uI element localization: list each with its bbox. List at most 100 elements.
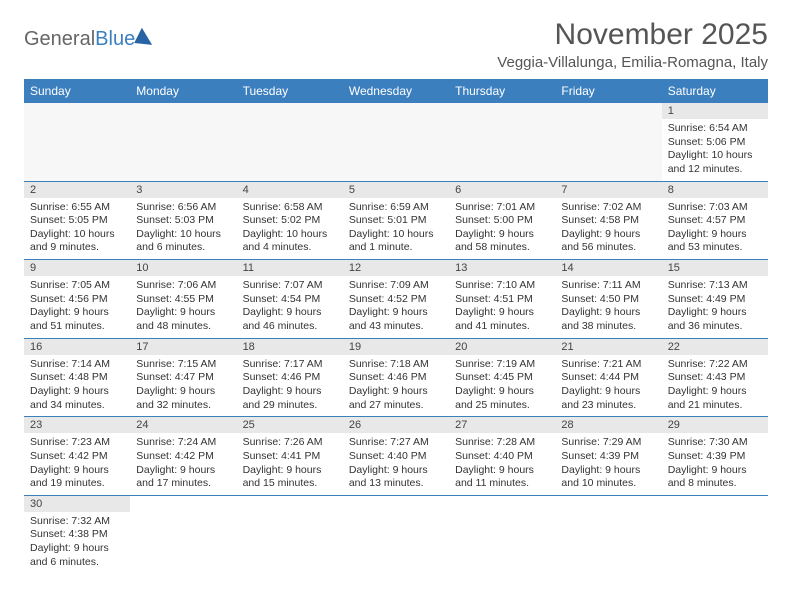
day-body: Sunrise: 7:01 AMSunset: 5:00 PMDaylight:… (449, 200, 555, 260)
daylight-text: Daylight: 9 hours and 15 minutes. (243, 464, 337, 491)
weekday-header: Monday (130, 79, 236, 103)
day-body: Sunrise: 7:10 AMSunset: 4:51 PMDaylight:… (449, 278, 555, 338)
sunset-text: Sunset: 5:00 PM (455, 214, 549, 228)
sunrise-text: Sunrise: 6:54 AM (668, 122, 762, 136)
day-number: 6 (449, 182, 555, 198)
sunrise-text: Sunrise: 7:24 AM (136, 436, 230, 450)
weekday-header: Wednesday (343, 79, 449, 103)
day-number: 23 (24, 417, 130, 433)
daylight-text: Daylight: 9 hours and 21 minutes. (668, 385, 762, 412)
day-body: Sunrise: 7:23 AMSunset: 4:42 PMDaylight:… (24, 435, 130, 495)
calendar-cell: 11Sunrise: 7:07 AMSunset: 4:54 PMDayligh… (237, 260, 343, 339)
day-body: Sunrise: 7:24 AMSunset: 4:42 PMDaylight:… (130, 435, 236, 495)
sunrise-text: Sunrise: 7:05 AM (30, 279, 124, 293)
sunrise-text: Sunrise: 6:59 AM (349, 201, 443, 215)
sunrise-text: Sunrise: 7:03 AM (668, 201, 762, 215)
day-body: Sunrise: 6:55 AMSunset: 5:05 PMDaylight:… (24, 200, 130, 260)
sunset-text: Sunset: 4:46 PM (243, 371, 337, 385)
daylight-text: Daylight: 10 hours and 6 minutes. (136, 228, 230, 255)
day-body: Sunrise: 7:03 AMSunset: 4:57 PMDaylight:… (662, 200, 768, 260)
sunset-text: Sunset: 5:06 PM (668, 136, 762, 150)
day-body: Sunrise: 7:17 AMSunset: 4:46 PMDaylight:… (237, 357, 343, 417)
day-body: Sunrise: 7:06 AMSunset: 4:55 PMDaylight:… (130, 278, 236, 338)
daylight-text: Daylight: 10 hours and 9 minutes. (30, 228, 124, 255)
sunrise-text: Sunrise: 7:15 AM (136, 358, 230, 372)
sunset-text: Sunset: 4:57 PM (668, 214, 762, 228)
weekday-header: Friday (555, 79, 661, 103)
day-number: 21 (555, 339, 661, 355)
day-body: Sunrise: 7:30 AMSunset: 4:39 PMDaylight:… (662, 435, 768, 495)
calendar-cell: 25Sunrise: 7:26 AMSunset: 4:41 PMDayligh… (237, 417, 343, 496)
sunrise-text: Sunrise: 7:32 AM (30, 515, 124, 529)
sunrise-text: Sunrise: 7:01 AM (455, 201, 549, 215)
calendar-cell: 23 Sunrise: 7:23 AMSunset: 4:42 PMDayligh… (24, 417, 130, 496)
calendar-cell: 10Sunrise: 7:06 AMSunset: 4:55 PMDayligh… (130, 260, 236, 339)
calendar-cell: 20Sunrise: 7:19 AMSunset: 4:45 PMDayligh… (449, 338, 555, 417)
calendar-week-row: 9Sunrise: 7:05 AMSunset: 4:56 PMDaylight… (24, 260, 768, 339)
sunset-text: Sunset: 4:48 PM (30, 371, 124, 385)
daylight-text: Daylight: 9 hours and 51 minutes. (30, 306, 124, 333)
sunset-text: Sunset: 4:42 PM (30, 450, 124, 464)
calendar-cell: 3Sunrise: 6:56 AMSunset: 5:03 PMDaylight… (130, 181, 236, 260)
sunset-text: Sunset: 4:58 PM (561, 214, 655, 228)
day-number: 15 (662, 260, 768, 276)
sunset-text: Sunset: 4:43 PM (668, 371, 762, 385)
sunrise-text: Sunrise: 7:06 AM (136, 279, 230, 293)
calendar-cell (343, 103, 449, 181)
daylight-text: Daylight: 10 hours and 1 minute. (349, 228, 443, 255)
sunset-text: Sunset: 4:40 PM (349, 450, 443, 464)
day-body: Sunrise: 6:58 AMSunset: 5:02 PMDaylight:… (237, 200, 343, 260)
calendar-cell: 5Sunrise: 6:59 AMSunset: 5:01 PMDaylight… (343, 181, 449, 260)
daylight-text: Daylight: 9 hours and 11 minutes. (455, 464, 549, 491)
month-title: November 2025 (497, 18, 768, 52)
sunset-text: Sunset: 5:02 PM (243, 214, 337, 228)
day-number: 12 (343, 260, 449, 276)
day-body: Sunrise: 7:15 AMSunset: 4:47 PMDaylight:… (130, 357, 236, 417)
calendar-cell: 29Sunrise: 7:30 AMSunset: 4:39 PMDayligh… (662, 417, 768, 496)
calendar-cell: 1Sunrise: 6:54 AMSunset: 5:06 PMDaylight… (662, 103, 768, 181)
sunrise-text: Sunrise: 7:23 AM (30, 436, 124, 450)
calendar-week-row: 23Sunrise: 7:23 AMSunset: 4:42 PMDayligh… (24, 417, 768, 496)
day-number: 4 (237, 182, 343, 198)
sunrise-text: Sunrise: 7:26 AM (243, 436, 337, 450)
daylight-text: Daylight: 9 hours and 56 minutes. (561, 228, 655, 255)
calendar-cell: 14Sunrise: 7:11 AMSunset: 4:50 PMDayligh… (555, 260, 661, 339)
calendar-cell: 7Sunrise: 7:02 AMSunset: 4:58 PMDaylight… (555, 181, 661, 260)
sunrise-text: Sunrise: 7:27 AM (349, 436, 443, 450)
sunrise-text: Sunrise: 7:14 AM (30, 358, 124, 372)
logo-text-general: General (24, 28, 95, 50)
day-body: Sunrise: 7:29 AMSunset: 4:39 PMDaylight:… (555, 435, 661, 495)
sunset-text: Sunset: 4:39 PM (561, 450, 655, 464)
day-number: 24 (130, 417, 236, 433)
daylight-text: Daylight: 9 hours and 19 minutes. (30, 464, 124, 491)
daylight-text: Daylight: 9 hours and 41 minutes. (455, 306, 549, 333)
day-body: Sunrise: 7:28 AMSunset: 4:40 PMDaylight:… (449, 435, 555, 495)
calendar-cell: 6 Sunrise: 7:01 AMSunset: 5:00 PMDaylight… (449, 181, 555, 260)
sunrise-text: Sunrise: 7:30 AM (668, 436, 762, 450)
calendar-cell (130, 495, 236, 573)
calendar-cell: 15Sunrise: 7:13 AMSunset: 4:49 PMDayligh… (662, 260, 768, 339)
sunset-text: Sunset: 4:39 PM (668, 450, 762, 464)
daylight-text: Daylight: 9 hours and 36 minutes. (668, 306, 762, 333)
daylight-text: Daylight: 9 hours and 32 minutes. (136, 385, 230, 412)
day-number: 8 (662, 182, 768, 198)
daylight-text: Daylight: 9 hours and 27 minutes. (349, 385, 443, 412)
calendar-cell: 4 Sunrise: 6:58 AMSunset: 5:02 PMDaylight… (237, 181, 343, 260)
calendar-cell (555, 495, 661, 573)
calendar-cell: 22Sunrise: 7:22 AMSunset: 4:43 PMDayligh… (662, 338, 768, 417)
logo-flag-icon (134, 27, 154, 45)
day-body: Sunrise: 6:59 AMSunset: 5:01 PMDaylight:… (343, 200, 449, 260)
sunrise-text: Sunrise: 7:21 AM (561, 358, 655, 372)
day-body: Sunrise: 7:21 AMSunset: 4:44 PMDaylight:… (555, 357, 661, 417)
calendar-cell: 16Sunrise: 7:14 AMSunset: 4:48 PMDayligh… (24, 338, 130, 417)
daylight-text: Daylight: 10 hours and 12 minutes. (668, 149, 762, 176)
sunset-text: Sunset: 4:45 PM (455, 371, 549, 385)
sunset-text: Sunset: 4:50 PM (561, 293, 655, 307)
sunrise-text: Sunrise: 7:18 AM (349, 358, 443, 372)
day-number: 19 (343, 339, 449, 355)
sunrise-text: Sunrise: 7:07 AM (243, 279, 337, 293)
sunrise-text: Sunrise: 6:56 AM (136, 201, 230, 215)
title-block: November 2025 Veggia-Villalunga, Emilia-… (497, 18, 768, 71)
calendar-cell (237, 103, 343, 181)
calendar-cell (449, 495, 555, 573)
